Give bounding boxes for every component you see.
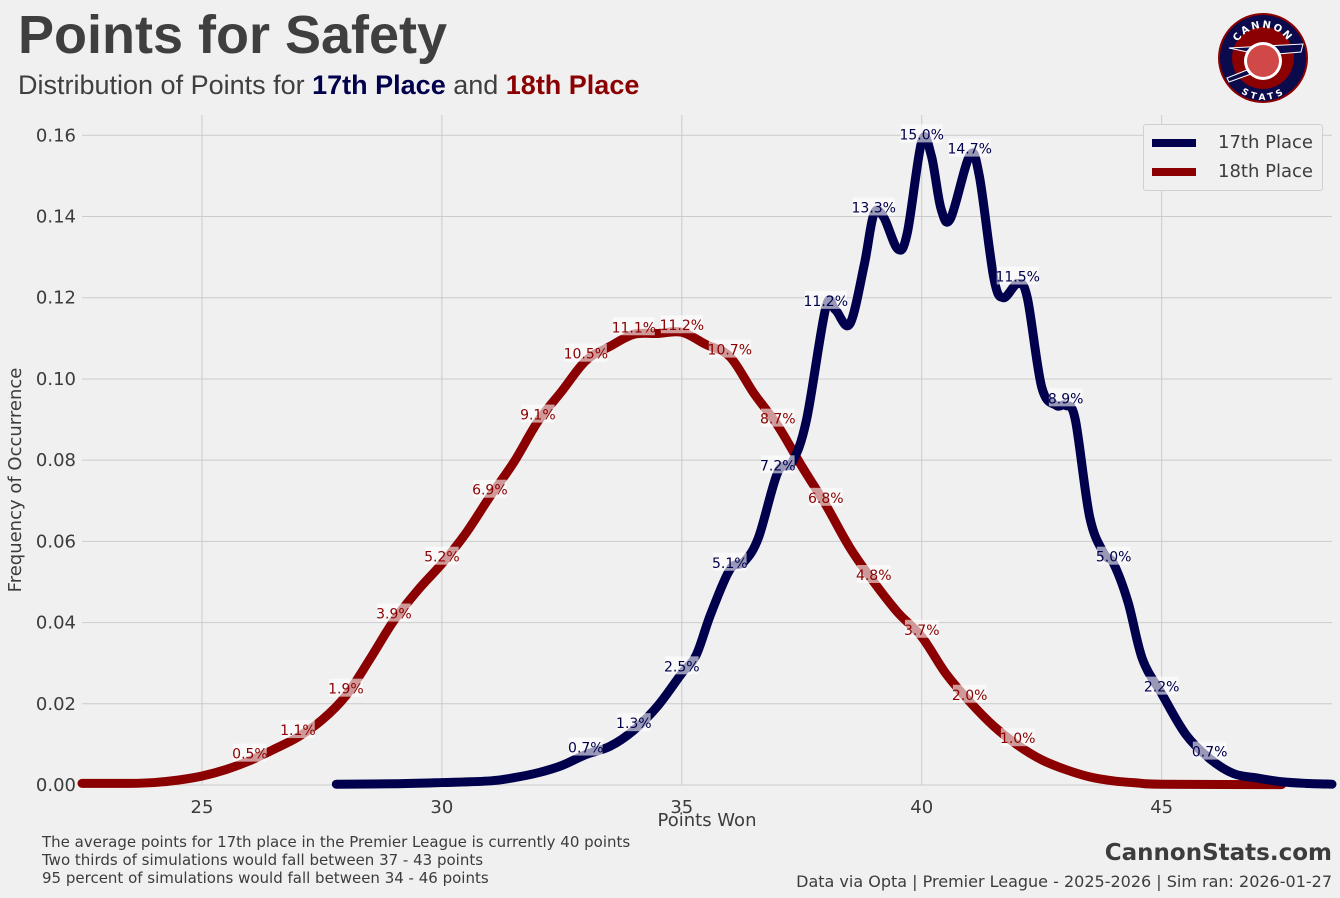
data-label-background <box>1096 546 1131 565</box>
data-label-background <box>804 290 847 309</box>
subtitle-and: and <box>445 70 506 100</box>
data-label-background <box>660 315 703 334</box>
data-label: 14.7% <box>947 142 991 158</box>
y-tick-label: 0.10 <box>36 369 76 390</box>
data-label: 15.0% <box>899 127 943 143</box>
source-text: Data via Opta | Premier League - 2025-20… <box>796 872 1332 891</box>
data-label-background <box>1048 388 1083 407</box>
data-label-background <box>996 266 1039 285</box>
data-label-background <box>569 737 603 756</box>
data-label: 8.9% <box>1048 391 1084 407</box>
data-label-background <box>856 564 891 583</box>
data-label: 3.7% <box>904 623 940 639</box>
data-label: 8.7% <box>760 412 796 428</box>
subtitle: Distribution of Points for 17th Place an… <box>18 70 639 101</box>
data-label-background <box>708 339 751 358</box>
note-average: The average points for 17th place in the… <box>42 833 631 851</box>
x-tick-label: 40 <box>910 797 933 818</box>
legend-label-18th: 18th Place <box>1218 161 1313 182</box>
data-label-background <box>521 404 555 423</box>
x-tick-label: 25 <box>191 797 214 818</box>
y-tick-label: 0.06 <box>36 531 76 552</box>
data-label: 7.2% <box>760 458 796 474</box>
x-axis-label: Points Won <box>658 810 757 831</box>
legend-item-18th: 18th Place <box>1152 161 1313 182</box>
data-label-background <box>712 552 747 571</box>
data-label: 2.2% <box>1144 680 1180 696</box>
data-label-background <box>1144 676 1179 695</box>
subtitle-18th: 18th Place <box>505 70 640 100</box>
note-95-percent: 95 percent of simulations would fall bet… <box>42 869 489 887</box>
data-label-background <box>665 656 699 675</box>
legend-label-17th: 17th Place <box>1218 132 1313 153</box>
data-label: 1.0% <box>1000 731 1036 747</box>
note-two-thirds: Two thirds of simulations would fall bet… <box>42 851 484 869</box>
data-label: 11.2% <box>660 318 704 334</box>
data-label: 1.1% <box>280 723 316 739</box>
y-tick-label: 0.00 <box>36 775 76 796</box>
data-label: 0.7% <box>568 741 604 757</box>
data-label: 2.0% <box>952 688 988 704</box>
data-label-background <box>377 603 411 622</box>
data-label-background <box>852 197 895 216</box>
data-label-background <box>612 317 655 336</box>
data-label-background <box>329 678 363 697</box>
data-label-background <box>281 720 315 739</box>
data-label: 5.2% <box>424 550 460 566</box>
data-label-background <box>808 487 843 506</box>
data-label: 2.5% <box>664 659 700 675</box>
data-label-background <box>760 408 795 427</box>
data-label: 6.8% <box>808 491 844 507</box>
data-label: 13.3% <box>852 200 896 216</box>
data-label-background <box>233 743 267 762</box>
data-label-background <box>1192 741 1227 760</box>
data-label: 5.0% <box>1096 550 1132 566</box>
legend: 17th Place 18th Place <box>1143 124 1323 191</box>
legend-item-17th: 17th Place <box>1152 132 1313 153</box>
data-label-background <box>564 343 607 362</box>
data-label: 10.5% <box>564 347 608 363</box>
subtitle-17th: 17th Place <box>312 70 446 100</box>
data-label: 4.8% <box>856 568 892 584</box>
y-tick-label: 0.16 <box>36 125 76 146</box>
data-label: 10.7% <box>708 343 752 359</box>
y-tick-label: 0.14 <box>36 207 76 228</box>
legend-swatch-17th <box>1152 138 1196 147</box>
data-label-background <box>473 479 507 498</box>
data-label: 0.5% <box>232 747 268 763</box>
data-label: 9.1% <box>520 408 556 424</box>
data-label-background <box>948 138 991 157</box>
y-tick-label: 0.04 <box>36 613 76 634</box>
data-label: 3.9% <box>376 607 412 623</box>
cannonstats-logo: CANNON STATS <box>1218 13 1308 103</box>
data-label: 5.1% <box>712 556 748 572</box>
data-label: 0.7% <box>1192 745 1228 761</box>
data-label-background <box>617 713 651 732</box>
data-label-background <box>904 619 939 638</box>
data-label-background <box>425 546 459 565</box>
data-label-background <box>1000 728 1035 747</box>
data-label: 1.3% <box>616 716 652 732</box>
data-label-background <box>900 124 943 143</box>
x-tick-label: 30 <box>430 797 453 818</box>
data-label: 6.9% <box>472 483 508 499</box>
data-label: 1.9% <box>328 682 364 698</box>
data-label: 11.2% <box>804 294 848 310</box>
data-label: 11.1% <box>612 320 656 336</box>
data-label-background <box>952 684 987 703</box>
subtitle-prefix: Distribution of Points for <box>18 70 313 100</box>
page-title: Points for Safety <box>18 5 448 65</box>
brand-text: CannonStats.com <box>1104 840 1332 866</box>
data-label-background <box>760 455 795 474</box>
y-tick-label: 0.02 <box>36 694 76 715</box>
data-label: 11.5% <box>995 270 1039 286</box>
x-tick-label: 45 <box>1150 797 1173 818</box>
y-tick-label: 0.12 <box>36 288 76 309</box>
y-axis-label: Frequency of Occurrence <box>5 368 26 593</box>
summary-notes: The average points for 17th place in the… <box>42 833 630 887</box>
y-tick-label: 0.08 <box>36 450 76 471</box>
legend-swatch-18th <box>1152 167 1196 176</box>
x-tick-label: 35 <box>670 797 693 818</box>
